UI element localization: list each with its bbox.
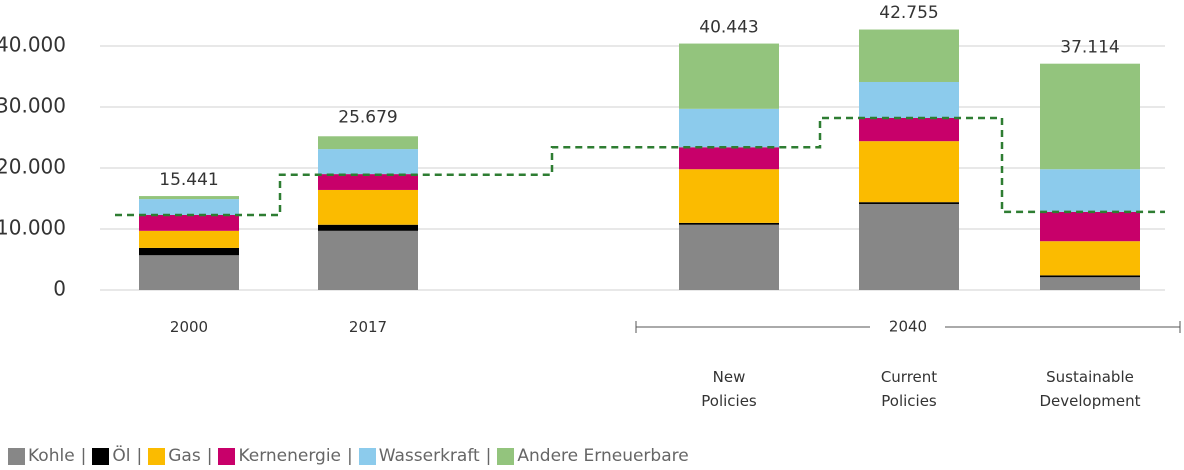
bar-segment [679,43,779,109]
bar-segment [1040,277,1140,290]
legend-swatch [148,447,166,465]
y-tick-label: 0 [53,277,66,301]
legend-label: Wasserkraft [378,446,480,466]
bar-segment [139,247,239,256]
bar-segment [139,255,239,290]
bar-segment [139,230,239,248]
legend-label: Gas [168,446,201,466]
bar-segment [859,117,959,142]
x-tick-label: Sustainable Development [1039,368,1141,410]
legend-separator: | [206,446,213,466]
legend-separator: | [347,446,353,466]
legend-separator: | [485,446,492,466]
bar-segment [139,199,239,215]
step-line [115,116,1165,217]
legend-label: Öl [112,446,131,466]
bar-segment [859,141,959,203]
legend-separator: | [80,446,87,466]
bar-segment [318,189,418,225]
legend-separator: | [136,446,143,466]
bar-segment [318,136,418,150]
bar-segment [859,203,959,290]
bar-segment [318,224,418,231]
total-label: 15.441 [159,170,218,190]
bar-segment [139,196,239,200]
bar-segment [859,81,959,118]
legend-swatch [8,447,25,465]
x-tick-label: Current Policies [880,368,938,410]
total-label: 40.443 [699,17,758,37]
bar-segment [1040,63,1140,170]
legend-label: Andere Erneuerbare [517,446,689,466]
bar-segment [679,169,779,223]
total-label: 37.114 [1060,38,1119,58]
y-tick-label: 10.000 [0,216,66,240]
legend-label: Kernenergie [238,446,342,466]
y-tick-label: 40.000 [0,33,66,57]
total-label: 42.755 [879,3,938,23]
x-tick-label: 2000 [169,318,209,336]
bar-segment [679,222,779,225]
bar-segment [1040,169,1140,212]
legend-swatch [358,447,376,465]
total-label: 25.679 [338,107,397,127]
x-tick-label: New Policies [701,368,757,410]
group-label: 2040 [889,318,927,336]
bar-segment [679,224,779,290]
plot: 0 10.000 20.000 30.000 40.000 15.441 25.679 40.… [0,3,1181,336]
bar-segment [1040,211,1140,242]
bar-segment [1040,275,1140,278]
bar-segment [859,29,959,82]
legend-swatch [92,447,110,465]
bar-segment [859,202,959,204]
y-tick-label: 20.000 [0,155,66,179]
legend-label: Kohle [28,446,75,466]
x-tick-label: 2017 [348,318,388,336]
bar-segment [139,214,239,231]
bar-segment [679,147,779,170]
y-tick-label: 30.000 [0,94,66,118]
legend: Kohle | Öl | Gas | Kernenergie | Wasserkraft | And… [8,446,689,466]
bar-segment [318,149,418,175]
bar-segment [318,174,418,190]
bar-segment [679,108,779,148]
bar-segment [318,230,418,290]
legend-swatch [218,447,236,465]
legend-swatch [497,447,515,465]
bar-segment [1040,241,1140,276]
